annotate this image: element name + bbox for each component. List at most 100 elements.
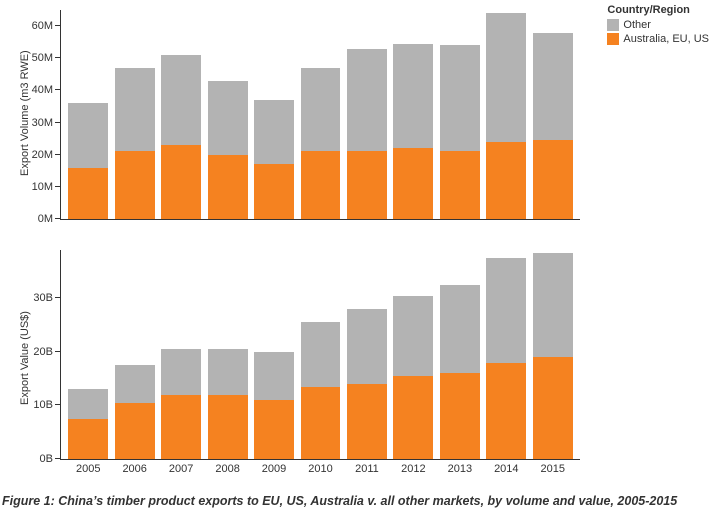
bar-segment-other [208, 81, 248, 155]
bar-slot [204, 250, 250, 459]
bar [533, 253, 573, 459]
bar-segment-aus-eu-us [161, 145, 201, 219]
bar [347, 49, 387, 219]
legend-item-other: Other [607, 18, 709, 32]
bar-segment-other [115, 365, 155, 403]
y-tick-label: 20B [33, 346, 61, 358]
value-y-axis-label: Export Value (US$) [19, 311, 31, 405]
bar-slot [204, 10, 250, 219]
bar-segment-aus-eu-us [486, 142, 526, 219]
export-volume-chart: Export Volume (m3 RWE) 0M10M20M30M40M50M… [60, 10, 580, 220]
bar-segment-other [533, 33, 573, 141]
bar-segment-aus-eu-us [440, 373, 480, 459]
bar [533, 33, 573, 219]
bar-segment-other [486, 13, 526, 142]
y-tick-label: 30M [32, 117, 61, 129]
bar-slot [65, 10, 111, 219]
x-tick-label: 2007 [158, 459, 204, 475]
bar [161, 349, 201, 459]
bar-segment-other [254, 352, 294, 400]
legend-label-aus-eu-us: Australia, EU, US [623, 32, 709, 46]
legend-label-other: Other [623, 18, 651, 32]
bar-slot [111, 250, 157, 459]
bar-segment-other [440, 45, 480, 151]
x-tick-label: 2008 [204, 459, 250, 475]
bar-segment-aus-eu-us [440, 151, 480, 219]
bar-segment-other [161, 55, 201, 145]
value-bars [61, 250, 580, 459]
bar-segment-aus-eu-us [393, 148, 433, 219]
bar-slot [390, 250, 436, 459]
bar [440, 45, 480, 219]
bar-slot [251, 250, 297, 459]
legend-swatch-aus-eu-us [607, 33, 619, 45]
y-tick-label: 60M [32, 20, 61, 32]
bar-segment-other [68, 103, 108, 167]
bar-slot [158, 10, 204, 219]
bar-segment-other [486, 258, 526, 362]
x-tick-label: 2012 [390, 459, 436, 475]
bar-slot [158, 250, 204, 459]
bar [115, 365, 155, 459]
bar-slot [390, 10, 436, 219]
bar-segment-other [301, 322, 341, 386]
bar-segment-aus-eu-us [68, 168, 108, 219]
bar-segment-aus-eu-us [347, 384, 387, 459]
y-tick-label: 20M [32, 149, 61, 161]
bar-slot [111, 10, 157, 219]
bar [115, 68, 155, 219]
x-tick-label: 2014 [483, 459, 529, 475]
bar-segment-other [393, 296, 433, 376]
bar-slot [530, 10, 576, 219]
x-tick-label: 2006 [111, 459, 157, 475]
bar-segment-aus-eu-us [254, 400, 294, 459]
legend-swatch-other [607, 19, 619, 31]
bar-slot [483, 10, 529, 219]
bar-segment-aus-eu-us [161, 395, 201, 459]
bar-segment-aus-eu-us [347, 151, 387, 219]
bar-segment-other [347, 309, 387, 384]
y-tick-label: 0B [40, 453, 61, 465]
legend-title: Country/Region [607, 4, 709, 16]
x-tick-label: 2011 [344, 459, 390, 475]
bar-slot [65, 250, 111, 459]
bar-segment-aus-eu-us [533, 140, 573, 219]
bar [208, 349, 248, 459]
y-tick-label: 0M [38, 213, 61, 225]
bar-segment-other [301, 68, 341, 152]
bar [254, 100, 294, 219]
bar [254, 352, 294, 459]
bar-segment-other [533, 253, 573, 357]
volume-y-axis-label: Export Volume (m3 RWE) [19, 50, 31, 176]
volume-bars [61, 10, 580, 219]
bar-slot [530, 250, 576, 459]
bar-slot [297, 250, 343, 459]
bar-segment-aus-eu-us [301, 387, 341, 459]
bar [68, 103, 108, 219]
y-tick-label: 50M [32, 52, 61, 64]
bar [208, 81, 248, 219]
x-tick-label: 2015 [530, 459, 576, 475]
bar-slot [437, 10, 483, 219]
bar-segment-other [440, 285, 480, 373]
y-tick-label: 10B [33, 399, 61, 411]
figure-caption: Figure 1: China’s timber product exports… [0, 494, 677, 508]
bar-segment-aus-eu-us [115, 151, 155, 219]
bar-slot [344, 10, 390, 219]
y-tick-label: 30B [33, 292, 61, 304]
bar [486, 258, 526, 459]
bar-segment-other [115, 68, 155, 152]
bar-slot [251, 10, 297, 219]
bar [347, 309, 387, 459]
bar-segment-other [254, 100, 294, 164]
legend: Country/Region Other Australia, EU, US [607, 4, 709, 46]
y-tick-label: 40M [32, 84, 61, 96]
bar-segment-aus-eu-us [533, 357, 573, 459]
bar-segment-aus-eu-us [68, 419, 108, 459]
bar [486, 13, 526, 219]
bar-slot [297, 10, 343, 219]
bar-segment-other [393, 44, 433, 148]
bar [440, 285, 480, 459]
bar-slot [437, 250, 483, 459]
legend-item-aus-eu-us: Australia, EU, US [607, 32, 709, 46]
